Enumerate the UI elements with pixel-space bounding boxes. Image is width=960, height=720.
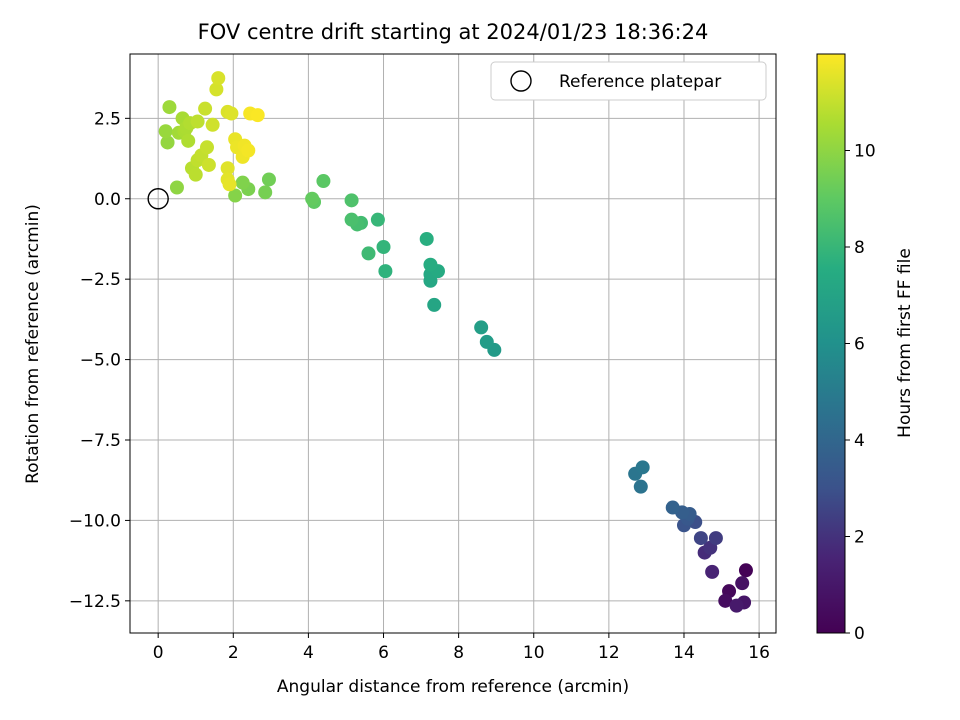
data-point — [419, 231, 434, 246]
x-axis-label: Angular distance from reference (arcmin) — [277, 677, 629, 697]
data-point — [258, 185, 273, 200]
x-tick-label: 6 — [378, 643, 389, 663]
data-point — [158, 124, 173, 139]
x-tick-label: 4 — [303, 643, 314, 663]
colorbar-ticks: 0 2 4 6 8 10 — [845, 142, 876, 644]
colorbar-label: Hours from first FF file — [895, 248, 915, 438]
y-axis-ticks: 2.5 0.0 −2.5 −5.0 −7.5 −10.0 −12.5 — [69, 109, 130, 612]
grid — [130, 54, 776, 633]
y-tick-label: −5.0 — [80, 351, 121, 371]
data-point — [220, 161, 235, 176]
data-point — [693, 531, 708, 546]
y-tick-label: −7.5 — [80, 431, 121, 451]
legend-marker-reference — [510, 70, 532, 92]
data-point — [635, 460, 650, 475]
y-tick-label: −2.5 — [80, 270, 121, 290]
x-tick-label: 2 — [228, 643, 239, 663]
data-point — [222, 177, 237, 192]
colorbar-tick-label: 10 — [854, 142, 876, 162]
data-point — [370, 212, 385, 227]
data-point — [188, 167, 203, 182]
data-point — [261, 172, 276, 187]
data-point — [209, 82, 224, 97]
data-points — [158, 71, 753, 613]
data-point — [361, 246, 376, 261]
data-point — [235, 175, 250, 190]
data-point — [199, 140, 214, 155]
data-point — [708, 531, 723, 546]
x-tick-label: 14 — [673, 643, 695, 663]
data-point — [211, 71, 226, 86]
data-point — [665, 500, 680, 515]
y-tick-label: −10.0 — [69, 511, 121, 531]
colorbar-tick-label: 2 — [854, 528, 865, 548]
y-tick-label: −12.5 — [69, 592, 121, 612]
data-point — [228, 188, 243, 203]
data-point — [205, 117, 220, 132]
colorbar-tick-label: 6 — [854, 335, 865, 355]
colorbar-tick-label: 4 — [854, 431, 865, 451]
x-tick-label: 16 — [748, 643, 770, 663]
x-tick-label: 12 — [598, 643, 620, 663]
x-tick-label: 0 — [153, 643, 164, 663]
data-point — [718, 593, 733, 608]
x-tick-label: 10 — [523, 643, 545, 663]
y-tick-label: 0.0 — [94, 190, 121, 210]
colorbar-tick-label: 0 — [854, 624, 865, 644]
data-point — [344, 212, 359, 227]
data-point — [735, 576, 750, 591]
data-point — [729, 598, 744, 613]
legend: Reference platepar — [490, 61, 767, 101]
data-point — [201, 157, 216, 172]
y-tick-label: 2.5 — [94, 109, 121, 129]
data-point — [224, 106, 239, 121]
data-point — [479, 334, 494, 349]
chart-title: FOV centre drift starting at 2024/01/23 … — [198, 20, 709, 44]
x-axis-ticks: 0 2 4 6 8 10 12 14 16 — [153, 633, 770, 663]
data-point — [344, 193, 359, 208]
data-point — [378, 264, 393, 279]
data-point — [474, 320, 489, 335]
data-point — [633, 479, 648, 494]
data-point — [198, 101, 213, 116]
data-point — [305, 191, 320, 206]
legend-label-reference: Reference platepar — [559, 72, 721, 92]
data-point — [160, 135, 175, 150]
data-point — [376, 240, 391, 254]
data-point — [427, 297, 442, 312]
colorbar-tick-label: 8 — [854, 238, 865, 258]
data-point — [169, 180, 184, 195]
data-point — [241, 143, 256, 158]
colorbar — [816, 53, 846, 634]
reference-platepar-marker — [147, 188, 169, 210]
data-point — [190, 114, 205, 129]
legend-box — [490, 61, 767, 101]
data-point — [738, 563, 753, 578]
axes-frame — [129, 53, 777, 634]
y-axis-label: Rotation from reference (arcmin) — [23, 204, 43, 484]
data-point — [423, 257, 438, 272]
data-point — [162, 100, 177, 115]
reference-marker — [147, 188, 169, 210]
data-point — [316, 174, 331, 189]
data-point — [181, 133, 196, 148]
data-point — [250, 108, 265, 123]
x-tick-label: 8 — [453, 643, 464, 663]
data-point — [705, 564, 720, 579]
